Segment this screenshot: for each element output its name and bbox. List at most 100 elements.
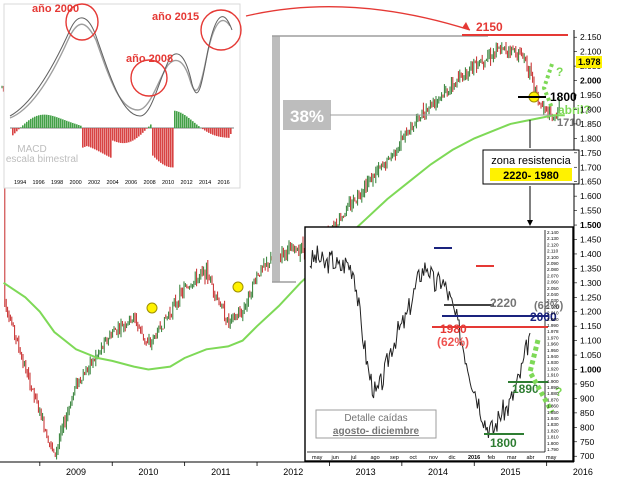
- macd-hist-bar: [60, 119, 62, 128]
- x-tick-label: 2009: [66, 467, 86, 477]
- macd-hist-bar: [46, 115, 48, 128]
- detail-2220-label: 2220: [490, 296, 517, 310]
- support-circle-2010: [147, 303, 157, 313]
- y-tick-label: 850: [580, 408, 594, 418]
- y-tick-label: 1.350: [580, 263, 602, 273]
- y-tick-label: 1.700: [580, 162, 602, 172]
- macd-hist-bar: [104, 128, 106, 155]
- macd-hist-bar: [192, 121, 194, 128]
- macd-hist-bar: [190, 120, 192, 128]
- detail-x-tick: jul: [350, 455, 357, 461]
- macd-hist-bar: [152, 128, 154, 156]
- y-tick-label: 1.850: [580, 119, 602, 129]
- y-tick-label: 2.100: [580, 47, 602, 57]
- question-mark-main: ?: [556, 65, 563, 79]
- y-tick-label: 1.550: [580, 206, 602, 216]
- macd-hist-bar: [160, 128, 162, 163]
- macd-hist-bar: [178, 112, 180, 128]
- detail-y-tick: 1.940: [547, 354, 559, 359]
- macd-subtitle: escala bimestral: [6, 154, 78, 165]
- macd-hist-bar: [106, 128, 108, 156]
- macd-hist-bar: [118, 128, 120, 143]
- detail-y-tick: 2.060: [547, 280, 559, 285]
- macd-hist-bar: [124, 128, 126, 143]
- macd-hist-bar: [110, 128, 112, 158]
- macd-hist-bar: [32, 118, 34, 128]
- macd-hist-bar: [102, 128, 104, 153]
- macd-hist-bar: [136, 128, 138, 138]
- macd-hist-bar: [180, 113, 182, 128]
- detail-y-tick: 1.930: [547, 360, 559, 365]
- macd-hist-bar: [38, 115, 40, 128]
- y-tick-label: 1.450: [580, 234, 602, 244]
- detail-x-tick: nov: [429, 455, 438, 461]
- macd-hist-bar: [78, 125, 80, 128]
- macd-hist-bar: [98, 128, 100, 151]
- y-tick-label: 1.600: [580, 191, 602, 201]
- macd-hist-bar: [28, 120, 30, 128]
- retracement-bar: [272, 36, 280, 282]
- detail-x-tick: may: [312, 455, 323, 461]
- macd-hist-bar: [198, 126, 200, 128]
- y-tick-label: 1.200: [580, 307, 602, 317]
- detail-y-tick: 1.830: [547, 422, 559, 427]
- detail-y-tick: 2.030: [547, 298, 559, 303]
- macd-hist-bar: [196, 125, 198, 128]
- detail-caption-2: agosto- diciembre: [333, 426, 420, 437]
- level-2150-label: 2150: [476, 20, 503, 34]
- macd-hist-bar: [186, 116, 188, 128]
- y-tick-label: 1.750: [580, 148, 602, 158]
- detail-y-ticks: 2.1402.1302.1202.1102.1002.0902.0802.070…: [547, 230, 559, 452]
- macd-hist-bar: [84, 128, 86, 147]
- macd-hist-bar: [64, 120, 66, 128]
- macd-hist-bar: [96, 128, 98, 150]
- macd-hist-bar: [24, 124, 26, 128]
- macd-hist-bar: [166, 128, 168, 166]
- detail-x-tick: jun: [331, 455, 339, 461]
- y-tick-label: 700: [580, 451, 594, 461]
- macd-x-tick: 2000: [70, 180, 82, 186]
- macd-hist-bar: [56, 117, 58, 128]
- y-tick-label: 1.950: [580, 90, 602, 100]
- macd-hist-bar: [126, 128, 128, 143]
- macd-hist-bar: [174, 111, 176, 128]
- detail-y-tick: 1.920: [547, 366, 559, 371]
- detail-y-tick: 2.050: [547, 286, 559, 291]
- detail-x-tick: 2016: [468, 455, 480, 461]
- macd-hist-bar: [66, 121, 68, 128]
- y-tick-label: 1.000: [580, 365, 602, 375]
- x-tick-label: 2013: [356, 467, 376, 477]
- detail-y-tick: 2.070: [547, 273, 559, 278]
- macd-hist-bar: [112, 128, 114, 141]
- detail-x-tick: ago: [371, 455, 380, 461]
- macd-hist-bar: [48, 115, 50, 128]
- detail-x-tick: abr: [527, 455, 535, 461]
- detail-y-tick: 1.810: [547, 435, 559, 440]
- y-tick-label: 900: [580, 393, 594, 403]
- macd-hist-bar: [146, 128, 148, 129]
- macd-hist-bar: [222, 128, 224, 137]
- macd-x-tick: 2002: [88, 180, 100, 186]
- detail-y-tick: 1.990: [547, 323, 559, 328]
- detail-y-tick: 1.800: [547, 441, 559, 446]
- macd-hist-bar: [86, 128, 88, 146]
- macd-hist-bar: [158, 128, 160, 161]
- y-tick-label: 2.150: [580, 32, 602, 42]
- macd-hist-bar: [206, 128, 208, 132]
- y-tick-label: 2.000: [580, 76, 602, 86]
- detail-y-tick: 1.850: [547, 410, 559, 415]
- macd-hist-bar: [218, 128, 220, 137]
- pct-label: 38%: [290, 107, 324, 126]
- macd-hist-bar: [216, 128, 218, 136]
- macd-hist-bar: [82, 128, 84, 148]
- resistance-title: zona resistencia: [491, 155, 571, 167]
- detail-x-tick: may: [546, 455, 557, 461]
- macd-hist-bar: [132, 128, 134, 141]
- y-tick-label: 1.650: [580, 177, 602, 187]
- support-circle-2011: [233, 282, 243, 292]
- macd-hist-bar: [72, 123, 74, 128]
- detail-62-left: (62%): [437, 335, 469, 349]
- macd-hist-bar: [130, 128, 132, 142]
- macd-hist-bar: [22, 125, 24, 128]
- detail-y-tick: 1.820: [547, 428, 559, 433]
